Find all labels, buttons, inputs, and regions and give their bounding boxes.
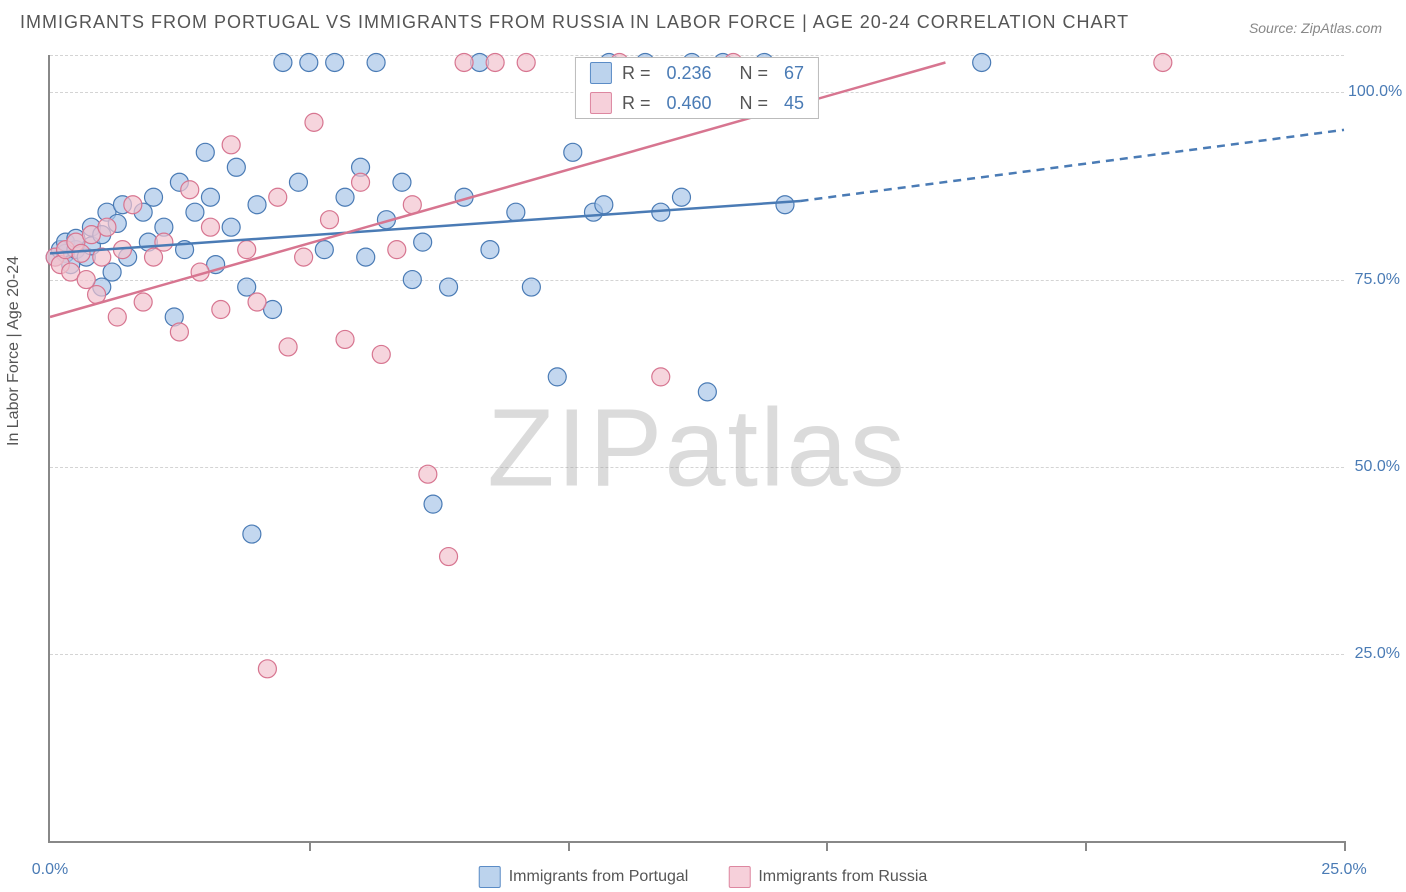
data-point [372, 345, 390, 363]
scatter-svg [50, 55, 1344, 841]
data-point [367, 53, 385, 71]
data-point [973, 53, 991, 71]
data-point [269, 188, 287, 206]
data-point [196, 143, 214, 161]
legend-swatch [728, 866, 750, 888]
data-point [274, 53, 292, 71]
data-point [352, 173, 370, 191]
n-label: N = [740, 63, 769, 84]
bottom-legend: Immigrants from Portugal Immigrants from … [479, 866, 928, 888]
data-point [300, 53, 318, 71]
data-point [305, 113, 323, 131]
data-point [419, 465, 437, 483]
data-point [155, 233, 173, 251]
chart-plot-area: ZIPatlas R =0.236N =67R =0.460N =45 25.0… [48, 55, 1344, 843]
n-label: N = [740, 93, 769, 114]
data-point [672, 188, 690, 206]
series-name: Immigrants from Russia [758, 868, 927, 885]
data-point [321, 211, 339, 229]
stats-legend-row: R = 0.236 N = 67 [576, 58, 818, 88]
data-point [238, 241, 256, 259]
data-point [440, 548, 458, 566]
data-point [315, 241, 333, 259]
stats-legend-row: R = 0.460 N = 45 [576, 88, 818, 118]
data-point [289, 173, 307, 191]
r-value: 0.460 [666, 93, 711, 114]
data-point [388, 241, 406, 259]
x-tick-label: 0.0% [32, 861, 68, 879]
data-point [201, 188, 219, 206]
x-tick-label: 25.0% [1321, 861, 1366, 879]
x-tick [568, 841, 570, 851]
data-point [455, 53, 473, 71]
stats-legend: R = 0.236 N = 67 R = 0.460 N = 45 [575, 57, 819, 119]
data-point [212, 301, 230, 319]
data-point [134, 293, 152, 311]
data-point [181, 181, 199, 199]
y-tick-label: 75.0% [1348, 271, 1400, 289]
data-point [279, 338, 297, 356]
x-tick [826, 841, 828, 851]
data-point [548, 368, 566, 386]
r-value: 0.236 [666, 63, 711, 84]
data-point [414, 233, 432, 251]
data-point [1154, 53, 1172, 71]
data-point [98, 218, 116, 236]
data-point [248, 293, 266, 311]
data-point [222, 218, 240, 236]
legend-swatch [590, 92, 612, 114]
data-point [517, 53, 535, 71]
y-axis-label: In Labor Force | Age 20-24 [5, 256, 23, 446]
data-point [336, 330, 354, 348]
y-tick-label: 25.0% [1348, 645, 1400, 663]
data-point [243, 525, 261, 543]
data-point [124, 196, 142, 214]
n-value: 67 [784, 63, 804, 84]
r-label: R = [622, 63, 651, 84]
data-point [507, 203, 525, 221]
bottom-legend-item: Immigrants from Portugal [479, 866, 689, 888]
data-point [222, 136, 240, 154]
data-point [72, 244, 90, 262]
data-point [145, 188, 163, 206]
data-point [424, 495, 442, 513]
data-point [486, 53, 504, 71]
data-point [227, 158, 245, 176]
data-point [698, 383, 716, 401]
data-point [336, 188, 354, 206]
data-point [258, 660, 276, 678]
data-point [186, 203, 204, 221]
series-name: Immigrants from Portugal [509, 868, 689, 885]
data-point [776, 196, 794, 214]
data-point [170, 323, 188, 341]
data-point [393, 173, 411, 191]
n-value: 45 [784, 93, 804, 114]
data-point [357, 248, 375, 266]
x-tick [1344, 841, 1346, 851]
data-point [108, 308, 126, 326]
legend-swatch [590, 62, 612, 84]
x-tick [309, 841, 311, 851]
data-point [295, 248, 313, 266]
data-point [326, 53, 344, 71]
legend-swatch [479, 866, 501, 888]
data-point [564, 143, 582, 161]
r-label: R = [622, 93, 651, 114]
chart-title: IMMIGRANTS FROM PORTUGAL VS IMMIGRANTS F… [20, 12, 1129, 33]
trend-line-extrapolated [801, 130, 1344, 201]
data-point [595, 196, 613, 214]
data-point [652, 368, 670, 386]
x-tick [1085, 841, 1087, 851]
y-tick-label: 100.0% [1348, 83, 1400, 101]
y-tick-label: 50.0% [1348, 458, 1400, 476]
data-point [403, 271, 421, 289]
data-point [522, 278, 540, 296]
source-attribution: Source: ZipAtlas.com [1249, 20, 1382, 36]
data-point [201, 218, 219, 236]
bottom-legend-item: Immigrants from Russia [728, 866, 927, 888]
data-point [481, 241, 499, 259]
data-point [248, 196, 266, 214]
data-point [440, 278, 458, 296]
